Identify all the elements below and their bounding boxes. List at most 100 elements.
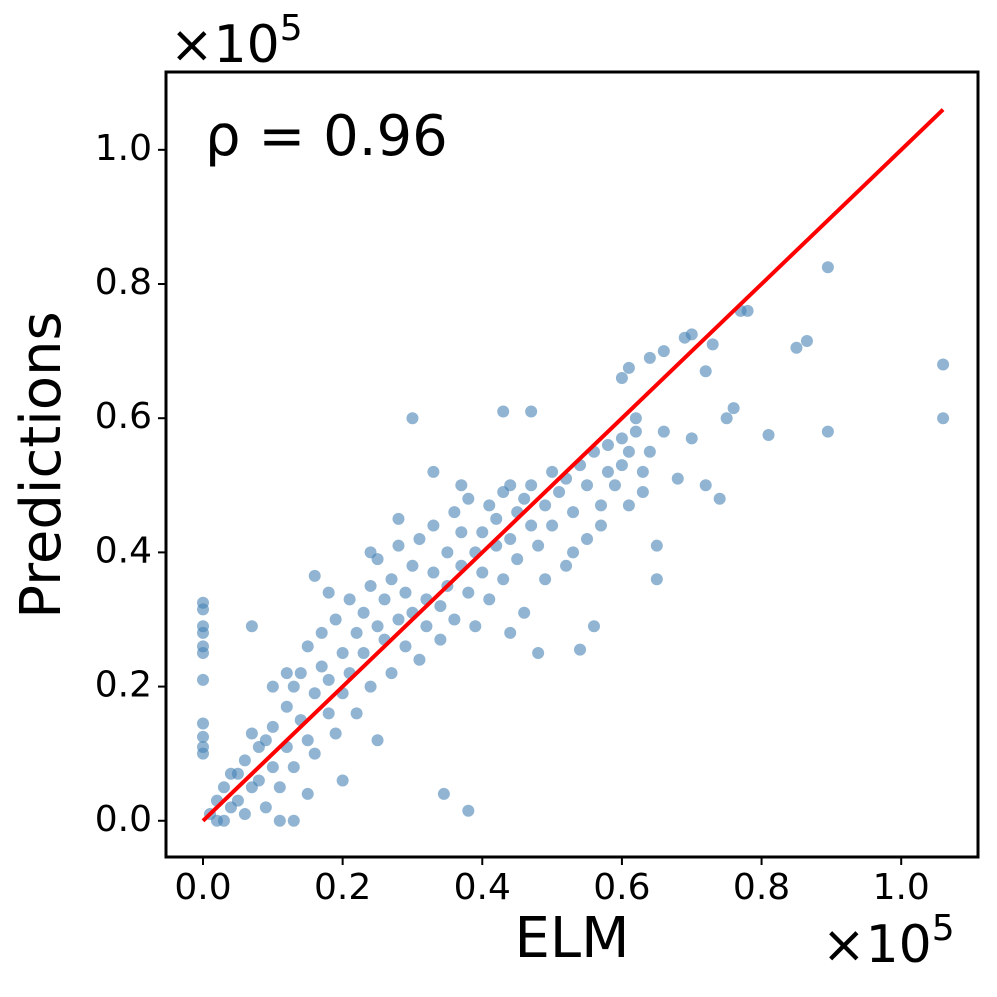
point bbox=[336, 647, 349, 660]
point bbox=[581, 532, 594, 545]
y-tick-label: 0.8 bbox=[95, 262, 152, 303]
point bbox=[427, 566, 440, 579]
point bbox=[322, 673, 335, 686]
point bbox=[197, 647, 210, 660]
y-tick-label: 0.6 bbox=[95, 396, 152, 437]
point bbox=[567, 546, 580, 559]
point bbox=[790, 341, 803, 354]
point bbox=[266, 720, 279, 733]
point bbox=[455, 526, 468, 539]
point bbox=[266, 680, 279, 693]
y-axis-label: Predictions bbox=[9, 311, 74, 618]
point bbox=[364, 579, 377, 592]
point bbox=[357, 647, 370, 660]
point bbox=[385, 667, 398, 680]
point bbox=[336, 774, 349, 787]
point bbox=[476, 526, 489, 539]
point bbox=[448, 613, 461, 626]
point bbox=[392, 539, 405, 552]
point bbox=[532, 647, 545, 660]
x-tick-label: 0.4 bbox=[454, 867, 511, 908]
point bbox=[231, 794, 244, 807]
point bbox=[259, 734, 272, 747]
x-tick-label: 0.6 bbox=[593, 867, 650, 908]
point bbox=[371, 620, 384, 633]
point bbox=[197, 717, 210, 730]
point bbox=[622, 361, 635, 374]
point bbox=[720, 412, 733, 425]
point bbox=[371, 734, 384, 747]
point bbox=[608, 479, 621, 492]
point bbox=[671, 472, 684, 485]
point bbox=[546, 465, 559, 478]
y-tick-label: 0.2 bbox=[95, 665, 152, 706]
point bbox=[462, 586, 475, 599]
point bbox=[525, 519, 538, 532]
point bbox=[437, 787, 450, 800]
point bbox=[539, 573, 552, 586]
point bbox=[821, 425, 834, 438]
point bbox=[434, 633, 447, 646]
point bbox=[643, 445, 656, 458]
point bbox=[287, 680, 300, 693]
point bbox=[287, 814, 300, 827]
point bbox=[197, 603, 210, 616]
plot-frame bbox=[164, 70, 980, 859]
point bbox=[238, 754, 251, 767]
point bbox=[587, 620, 600, 633]
point bbox=[455, 479, 468, 492]
point bbox=[406, 559, 419, 572]
point bbox=[273, 814, 286, 827]
point bbox=[727, 402, 740, 415]
point bbox=[287, 761, 300, 774]
point bbox=[622, 445, 635, 458]
x-tick-label: 0.2 bbox=[314, 867, 371, 908]
point bbox=[294, 667, 307, 680]
point bbox=[643, 351, 656, 364]
point bbox=[357, 606, 370, 619]
point bbox=[629, 412, 642, 425]
point bbox=[937, 358, 950, 371]
point bbox=[504, 626, 517, 639]
point bbox=[329, 613, 342, 626]
point bbox=[197, 747, 210, 760]
point bbox=[504, 479, 517, 492]
point bbox=[504, 532, 517, 545]
point bbox=[800, 335, 813, 348]
point bbox=[399, 640, 412, 653]
point bbox=[490, 512, 503, 525]
point bbox=[511, 553, 524, 566]
point bbox=[308, 569, 321, 582]
point bbox=[280, 667, 293, 680]
x-offset-exponent: 5 bbox=[932, 908, 955, 949]
point bbox=[650, 539, 663, 552]
point bbox=[532, 539, 545, 552]
point bbox=[560, 559, 573, 572]
point bbox=[197, 626, 210, 639]
x-tick-label: 0.8 bbox=[733, 867, 790, 908]
point bbox=[601, 465, 614, 478]
point bbox=[420, 620, 433, 633]
point bbox=[615, 459, 628, 472]
point bbox=[821, 261, 834, 274]
point bbox=[315, 626, 328, 639]
point bbox=[462, 492, 475, 505]
point bbox=[252, 774, 265, 787]
point bbox=[539, 499, 552, 512]
point bbox=[462, 804, 475, 817]
annotation: ρ = 0.96 bbox=[205, 104, 448, 169]
point bbox=[259, 801, 272, 814]
point bbox=[762, 428, 775, 441]
point bbox=[937, 412, 950, 425]
point bbox=[657, 345, 670, 358]
x-tick-label: 0.0 bbox=[174, 867, 231, 908]
point bbox=[427, 519, 440, 532]
y-tick-label: 0.4 bbox=[95, 530, 152, 571]
point bbox=[280, 700, 293, 713]
point bbox=[699, 479, 712, 492]
point bbox=[322, 586, 335, 599]
point bbox=[301, 734, 314, 747]
point bbox=[518, 606, 531, 619]
point bbox=[650, 573, 663, 586]
